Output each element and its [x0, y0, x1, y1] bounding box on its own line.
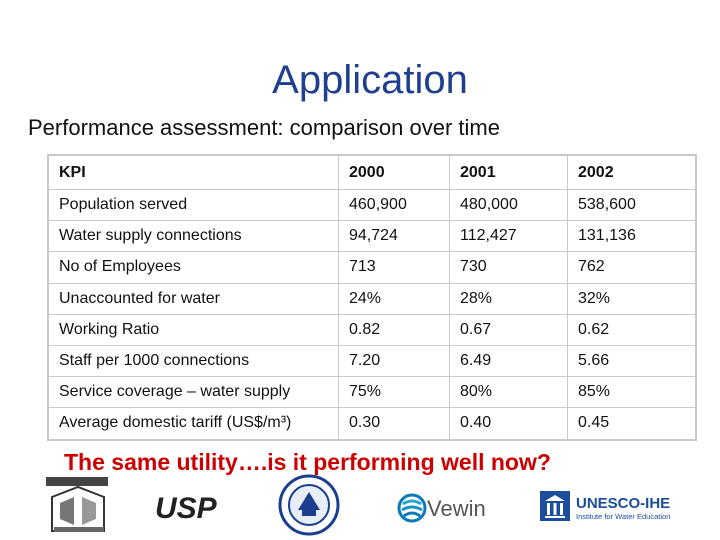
- table-row: No of Employees 713 730 762: [47, 251, 697, 284]
- year-2002-cell: 32%: [567, 282, 697, 315]
- year-2002-cell: 131,136: [567, 220, 697, 253]
- year-2000-cell: 713: [338, 251, 450, 284]
- year-2000-cell: 24%: [338, 282, 450, 315]
- year-2000-cell: 0.82: [338, 313, 450, 346]
- slide-subtitle: Performance assessment: comparison over …: [28, 115, 500, 140]
- kpi-name-cell: No of Employees: [47, 251, 339, 284]
- year-2002-cell: 538,600: [567, 188, 697, 222]
- table-header-row: KPI 2000 2001 2002: [47, 154, 697, 190]
- table-row: Working Ratio 0.82 0.67 0.62: [47, 313, 697, 346]
- kpi-table: KPI 2000 2001 2002 Population served 460,900 4…: [47, 154, 697, 441]
- logo-strip: USP Vewin UNESCO-IHE Institute for Water…: [0, 470, 720, 540]
- table-row: Average domestic tariff (US$/m³) 0.30 0.40…: [47, 407, 697, 440]
- question-text: The same utility….is it performing well …: [64, 449, 551, 475]
- table-row: Population served 460,900 480,000 538,600: [47, 188, 697, 222]
- kpi-name-cell: Average domestic tariff (US$/m³): [47, 407, 339, 440]
- year-2002-cell: 85%: [567, 376, 697, 409]
- table-row: Service coverage – water supply 75% 80% 85%: [47, 376, 697, 409]
- vewin-logo-text: Vewin: [427, 496, 486, 521]
- kpi-name-cell: Unaccounted for water: [47, 282, 339, 315]
- year-2001-cell: 480,000: [449, 188, 568, 222]
- year-2001-cell: 6.49: [449, 344, 568, 378]
- table-row: Water supply connections 94,724 112,427 131…: [47, 220, 697, 253]
- year-2001-cell: 730: [449, 251, 568, 284]
- unesco-logo-tagline: Institute for Water Education: [576, 512, 670, 521]
- year-2002-cell: 0.62: [567, 313, 697, 346]
- year-2001-cell: 112,427: [449, 220, 568, 253]
- year-2000-cell: 0.30: [338, 407, 450, 440]
- table-row: Staff per 1000 connections 7.20 6.49 5.66: [47, 344, 697, 378]
- column-header: KPI: [47, 154, 339, 190]
- year-2001-cell: 28%: [449, 282, 568, 315]
- kpi-name-cell: Population served: [47, 188, 339, 222]
- year-2000-cell: 75%: [338, 376, 450, 409]
- year-2001-cell: 0.67: [449, 313, 568, 346]
- year-2000-cell: 94,724: [338, 220, 450, 253]
- year-2001-cell: 80%: [449, 376, 568, 409]
- unesco-logo-name: UNESCO-IHE: [576, 495, 670, 512]
- kpi-name-cell: Working Ratio: [47, 313, 339, 346]
- year-2000-cell: 460,900: [338, 188, 450, 222]
- kpi-name-cell: Service coverage – water supply: [47, 376, 339, 409]
- column-header: 2002: [567, 154, 697, 190]
- slide-title: Application: [272, 58, 468, 102]
- table-row: Unaccounted for water 24% 28% 32%: [47, 282, 697, 315]
- column-header: 2000: [338, 154, 450, 190]
- year-2002-cell: 762: [567, 251, 697, 284]
- vewin-logo: Vewin: [397, 493, 486, 523]
- utility-emblem-logo: [46, 477, 108, 532]
- year-2002-cell: 5.66: [567, 344, 697, 378]
- column-header: 2001: [449, 154, 568, 190]
- year-2002-cell: 0.45: [567, 407, 697, 440]
- kpi-name-cell: Water supply connections: [47, 220, 339, 253]
- kpi-name-cell: Staff per 1000 connections: [47, 344, 339, 378]
- year-2000-cell: 7.20: [338, 344, 450, 378]
- unesco-ihe-logo: UNESCO-IHE Institute for Water Education: [540, 491, 670, 521]
- year-2001-cell: 0.40: [449, 407, 568, 440]
- university-crest-logo: [278, 474, 340, 536]
- usp-logo-text: USP: [155, 492, 217, 522]
- usp-logo: USP: [155, 492, 217, 522]
